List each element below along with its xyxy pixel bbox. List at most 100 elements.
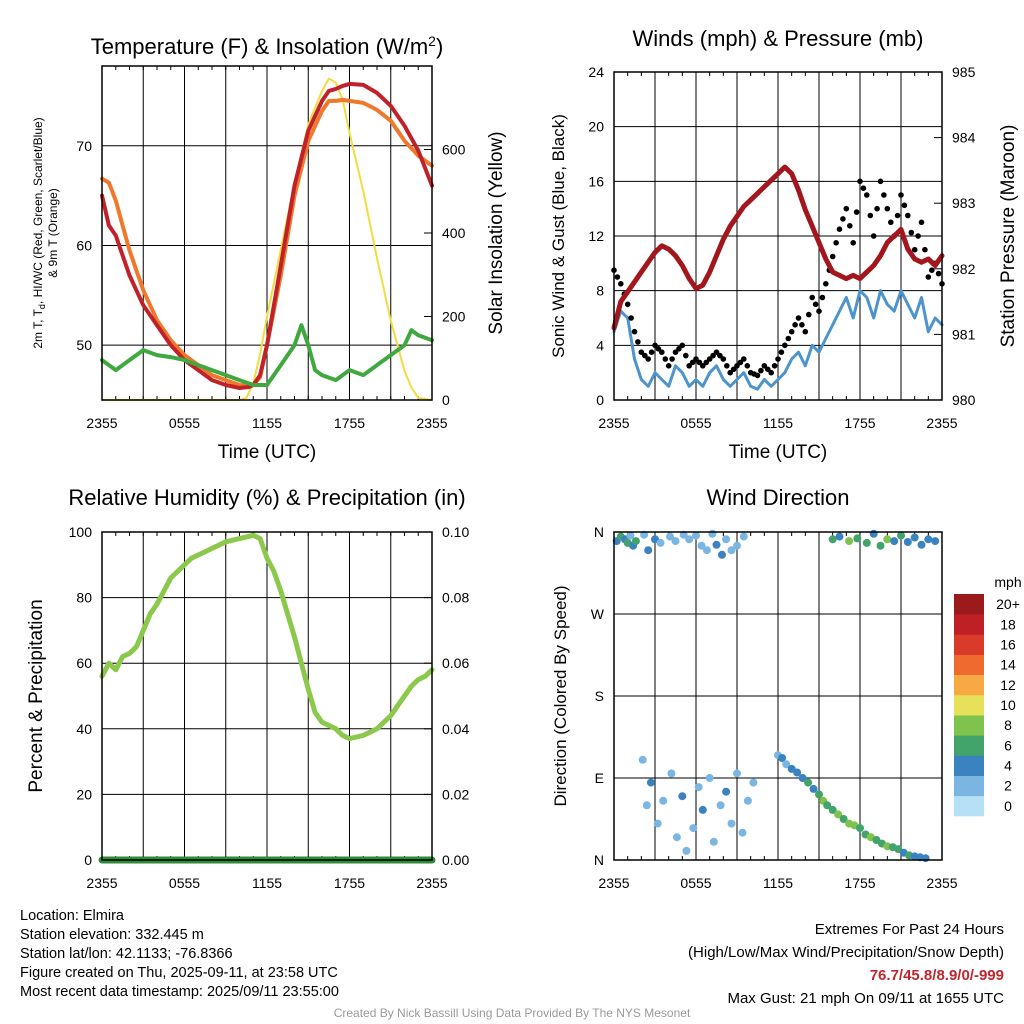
direction-point (856, 824, 864, 833)
colorbar-swatch (954, 755, 984, 776)
direction-point (727, 819, 736, 828)
y-axis-label: Percent & Precipitation (26, 599, 47, 792)
x-tick-label: 2355 (926, 875, 957, 891)
direction-point (876, 541, 885, 550)
gust-point (683, 352, 689, 359)
gust-point (628, 315, 634, 321)
colorbar-swatch (954, 594, 984, 615)
direction-point (903, 538, 912, 546)
direction-point (642, 801, 651, 810)
series-line (612, 289, 944, 391)
gust-point (850, 240, 856, 246)
gust-point (918, 219, 925, 226)
gust-point (758, 367, 764, 374)
direction-point (705, 774, 714, 782)
gust-point (741, 356, 747, 362)
direction-point (897, 531, 905, 540)
y-tick-label: 0 (596, 392, 604, 408)
chart-panel-4: Wind Direction 2355 0555 1155 1755 2355 N E S W N D… (551, 485, 958, 891)
direction-point (709, 837, 718, 846)
y-axis-label-line2: & 9m T (Orange) (46, 188, 60, 278)
title-close: ) (436, 34, 443, 59)
gust-point (847, 223, 853, 229)
direction-point (883, 535, 892, 544)
x-tick-label: 2355 (416, 875, 447, 891)
gust-point (785, 335, 792, 342)
colorbar-label: 2 (1004, 778, 1012, 794)
station-elevation: Station elevation: 332.445 m (20, 927, 204, 943)
gust-point (823, 281, 829, 287)
gust-point (686, 363, 692, 369)
plot-border (613, 531, 943, 861)
y2-tick-label: 0.02 (442, 786, 469, 802)
direction-point (644, 546, 653, 555)
direction-point (739, 532, 748, 541)
y-tick-label: 0 (84, 852, 92, 868)
y-tick-label: S (595, 688, 604, 704)
gust-point (884, 205, 891, 212)
direction-point (835, 532, 844, 541)
direction-point (666, 532, 674, 541)
y-tick-label: 60 (76, 237, 92, 253)
y2-tick-label: 600 (442, 142, 466, 158)
direction-point (716, 801, 725, 810)
gust-point (631, 328, 638, 335)
direction-point (718, 550, 726, 559)
gust-point (881, 192, 887, 198)
x-axis-label: Time (UTC) (729, 442, 828, 463)
title-superscript: 2 (428, 33, 436, 49)
direction-point (712, 540, 721, 549)
direction-point (727, 546, 736, 555)
extremes-subheading: (High/Low/Max Wind/Precipitation/Snow De… (688, 944, 1004, 961)
chart-title: Temperature (F) & Insolation (W/m2) (91, 33, 444, 59)
x-tick-label: 1155 (763, 415, 793, 431)
y-axis-label: 2m T, Td, HI/WC (Red, Green, Scarlet/Blu… (31, 117, 47, 348)
gust-point (894, 212, 901, 219)
gust-point (812, 301, 819, 308)
gust-point (696, 359, 703, 366)
direction-point (738, 828, 747, 837)
max-gust: Max Gust: 21 mph On 09/11 at 1655 UTC (727, 990, 1004, 1007)
gust-point (792, 322, 798, 328)
y-tick-label: 50 (76, 337, 92, 353)
gust-point (935, 270, 942, 277)
colorbar-label: 0 (1004, 798, 1012, 814)
direction-point (921, 854, 930, 863)
x-tick-label: 2355 (926, 415, 957, 431)
direction-point (890, 537, 899, 546)
direction-point (722, 787, 731, 796)
direction-point (834, 810, 843, 819)
gust-point (679, 342, 686, 349)
y-tick-label: 20 (588, 119, 604, 135)
colorbar-swatch (954, 795, 984, 817)
chart-panel-2: Winds (mph) & Pressure (mb) 2355 0555 1155 1… (549, 26, 1019, 463)
y2-tick-label: 0.06 (442, 655, 469, 671)
x-tick-label: 0555 (680, 415, 711, 431)
y-tick-label: N (594, 524, 604, 540)
y-tick-label: 24 (588, 64, 604, 80)
gust-point (840, 216, 846, 222)
direction-point (638, 755, 647, 764)
gust-point (836, 226, 843, 232)
y-tick-label: 4 (596, 337, 604, 353)
direction-point (862, 538, 871, 547)
colorbar-unit: mph (994, 574, 1021, 590)
chart-title: Wind Direction (706, 485, 849, 510)
gust-point (870, 233, 877, 239)
plot-border (613, 71, 943, 401)
gust-point (898, 192, 904, 198)
x-tick-label: 1755 (334, 415, 365, 431)
y-tick-label: 80 (76, 590, 92, 606)
x-axis-label: Time (UTC) (218, 442, 317, 463)
y2-tick-label: 982 (952, 261, 976, 277)
y-axis-label-rest: , HI/WC (Red, Green, Scarlet/Blue) (31, 117, 45, 304)
direction-point (697, 541, 706, 550)
direction-point (626, 531, 635, 540)
direction-point (809, 784, 818, 793)
colorbar-swatch (954, 715, 984, 736)
gust-point (802, 328, 809, 335)
y-tick-label: 60 (76, 655, 92, 671)
direction-point (656, 538, 665, 547)
gust-point (727, 369, 733, 376)
series-line (100, 323, 434, 387)
